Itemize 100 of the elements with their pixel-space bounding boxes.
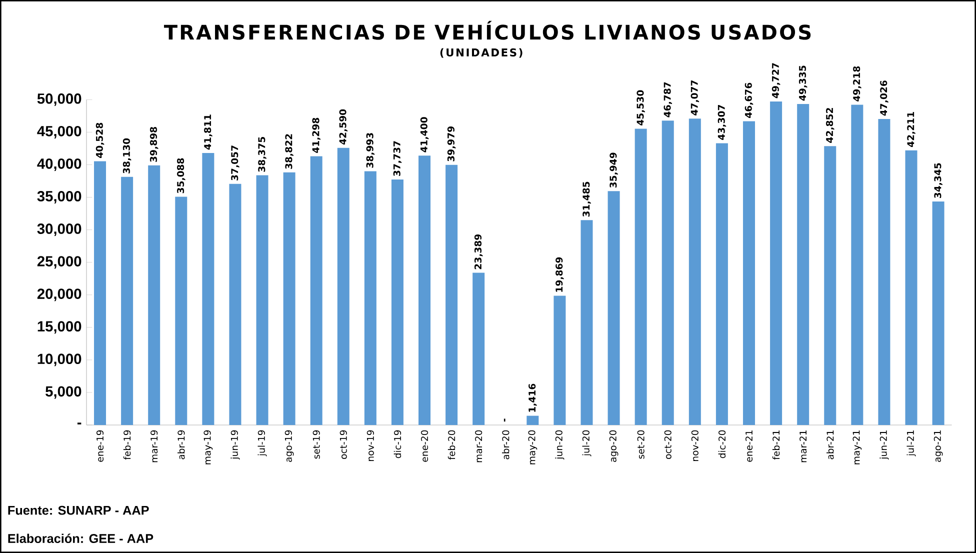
y-tick-label: 45,000 [37,126,82,138]
data-label: 1,416 [528,384,537,412]
x-tick-label: feb-19 [123,430,131,460]
y-tick-label: 20,000 [37,288,82,302]
data-label: 38,130 [122,138,132,174]
bar [554,296,566,425]
bar [905,150,918,425]
bar [634,128,647,425]
bar [337,148,350,425]
y-tick-label: 50,000 [37,93,82,106]
x-tick-label: mar-19 [150,430,158,462]
x-tick-label: may-19 [204,430,213,464]
data-label: 49,335 [798,66,808,101]
x-tick-label: set-20 [637,430,644,459]
bar [608,191,620,425]
data-label: 41,298 [312,118,320,153]
bar [446,164,458,425]
x-tick-label: mar-21 [800,430,807,462]
chart-subtitle: (UNIDADES) [440,48,522,58]
data-label: 39,898 [150,127,158,162]
x-tick-label: mar-20 [475,430,482,462]
bar [148,165,160,425]
x-tick-label: oct-19 [340,430,347,459]
x-tick-label: abr-19 [178,430,185,460]
x-tick-label: ene-21 [745,430,753,462]
x-tick-label: jun-19 [230,430,240,460]
bar [94,161,106,425]
x-tick-label: jul-21 [906,430,916,456]
data-label: 38,375 [258,137,266,172]
data-label: 37,057 [231,146,240,180]
x-tick-label: ago-21 [934,430,943,462]
data-label: 49,727 [772,63,780,98]
bar [256,175,268,425]
bar [797,104,810,425]
data-label: 42,852 [826,108,834,143]
text: Elaboración: GEE - AAP [8,534,154,544]
x-tick-label: jun-21 [880,430,889,460]
y-tick-label: 40,000 [37,158,82,171]
y-tick-label: 35,000 [37,191,82,204]
bar [283,172,296,425]
y-tick-label: - [77,422,82,424]
chart-title: TRANSFERENCIAS DE VEHÍCULOS LIVIANOS USADOS [164,20,811,40]
data-label: 35,949 [610,152,618,188]
x-tick-label: dic-19 [394,430,402,458]
data-label: 41,811 [204,114,212,150]
y-tick-label: 15,000 [38,321,82,334]
data-label: 38,993 [366,133,375,168]
x-tick-label: ago-19 [284,430,294,462]
bar [202,152,214,425]
x-tick-label: oct-20 [664,430,672,459]
data-label: 41,400 [420,117,429,152]
data-label: 31,485 [582,182,591,217]
data-label: 47,077 [690,80,700,116]
data-label: 38,822 [285,134,294,169]
x-tick-label: feb-20 [448,430,456,460]
bar [716,143,728,425]
x-tick-label: ene-20 [420,430,428,462]
x-tick-label: may-20 [528,430,538,464]
y-tick-label: 25,000 [37,256,82,269]
bar [851,104,864,425]
data-label: 47,026 [880,80,888,116]
x-tick-label: abr-20 [502,430,510,460]
x-tick-label: ago-20 [609,430,618,462]
y-tick-label: 5,000 [46,386,82,399]
data-label: 35,088 [177,158,186,194]
data-label: 45,530 [636,90,645,126]
bar [824,146,836,425]
bar [878,119,890,425]
data-label: 40,528 [96,122,104,158]
bar [580,220,593,425]
x-tick-label: ene-19 [96,430,104,462]
data-label: - [504,418,506,422]
data-label: 37,737 [393,141,402,176]
x-tick-label: nov-20 [691,430,698,461]
data-label: 39,979 [447,126,456,162]
data-label: 19,869 [556,257,564,292]
bar [364,171,376,425]
bar [688,118,701,425]
bar [770,101,782,425]
x-tick-label: may-21 [852,430,862,464]
x-tick-label: dic-20 [718,430,726,458]
bar [310,156,322,425]
bar [418,156,431,425]
x-tick-label: nov-19 [366,430,374,461]
bar [472,272,485,425]
data-label: 42,211 [907,112,916,147]
x-tick-label: jul-19 [258,430,267,456]
source-note: Fuente: SUNARP - AAP [8,506,149,515]
bar [662,120,674,425]
bar [175,196,188,425]
bar [121,176,134,425]
x-tick-label: set-19 [312,430,320,459]
data-label: 23,389 [474,234,483,270]
y-tick-label: 30,000 [37,224,82,236]
data-label: 42,590 [339,109,348,145]
bar [526,416,539,425]
data-label: 43,307 [718,105,726,140]
bar [229,184,242,425]
x-tick-label: jun-20 [555,430,564,460]
y-tick-label: 10,000 [38,354,82,366]
